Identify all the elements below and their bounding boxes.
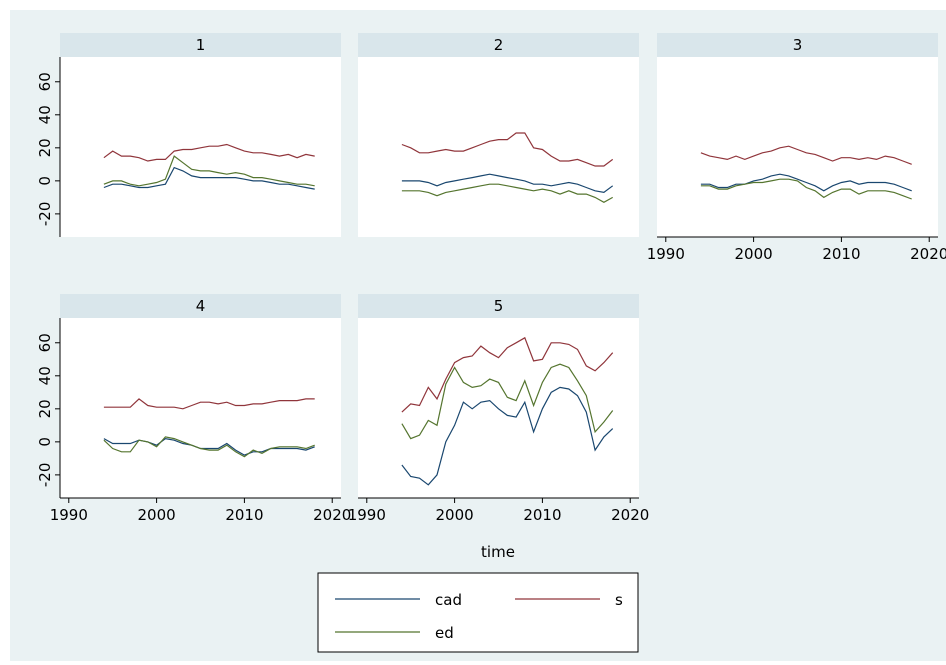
legend: [317, 572, 639, 653]
panel-title: 3: [793, 36, 803, 54]
panel-title: 1: [196, 36, 206, 54]
plot-area: [60, 318, 341, 498]
y-tick-label: 0: [36, 437, 54, 447]
series-line: [103, 143, 315, 162]
series-line: [401, 173, 614, 194]
x-tick-label: 1990: [348, 506, 386, 524]
y-tick-label: 0: [36, 176, 54, 186]
y-tick-label: 20: [36, 399, 54, 418]
series-line: [401, 363, 614, 440]
series-line: [700, 173, 912, 192]
y-tick-label: -20: [36, 202, 54, 227]
series-line: [103, 155, 315, 187]
y-tick-label: 20: [36, 138, 54, 157]
strip: [657, 33, 938, 57]
series-line: [700, 178, 912, 200]
x-tick-label: 2010: [822, 245, 860, 263]
strip: [358, 33, 639, 57]
series-line: [401, 336, 614, 413]
series-line: [103, 398, 315, 410]
x-tick-label: 1990: [647, 245, 685, 263]
plot-area: [657, 57, 938, 237]
series-line: [103, 166, 315, 190]
panel-title: 5: [494, 297, 504, 315]
x-tick-label: 2000: [735, 245, 773, 263]
plot-area: [60, 57, 341, 237]
legend-label: s: [615, 591, 623, 609]
strip: [60, 33, 341, 57]
x-tick-label: 2010: [225, 506, 263, 524]
y-tick-label: 40: [36, 366, 54, 385]
y-tick-label: 60: [36, 72, 54, 91]
x-tick-label: 2000: [436, 506, 474, 524]
x-tick-label: 1990: [50, 506, 88, 524]
series-line: [401, 386, 614, 486]
series-line: [401, 183, 613, 203]
panel-title: 4: [196, 297, 206, 315]
series-line: [700, 145, 912, 165]
series-line: [103, 436, 315, 458]
legend-label: cad: [435, 591, 462, 609]
legend-label: ed: [435, 624, 454, 642]
y-tick-label: 60: [36, 333, 54, 352]
x-tick-label: 2010: [523, 506, 561, 524]
panel-title: 2: [494, 36, 504, 54]
x-tick-label: 2020: [611, 506, 649, 524]
y-tick-label: 40: [36, 105, 54, 124]
x-tick-label: 2020: [313, 506, 351, 524]
strip: [60, 294, 341, 318]
series-line: [401, 132, 614, 167]
y-tick-label: -20: [36, 463, 54, 488]
x-tick-label: 2020: [910, 245, 946, 263]
x-tick-label: 2000: [138, 506, 176, 524]
plot-area: [358, 57, 639, 237]
x-axis-label: time: [481, 543, 515, 561]
strip: [358, 294, 639, 318]
